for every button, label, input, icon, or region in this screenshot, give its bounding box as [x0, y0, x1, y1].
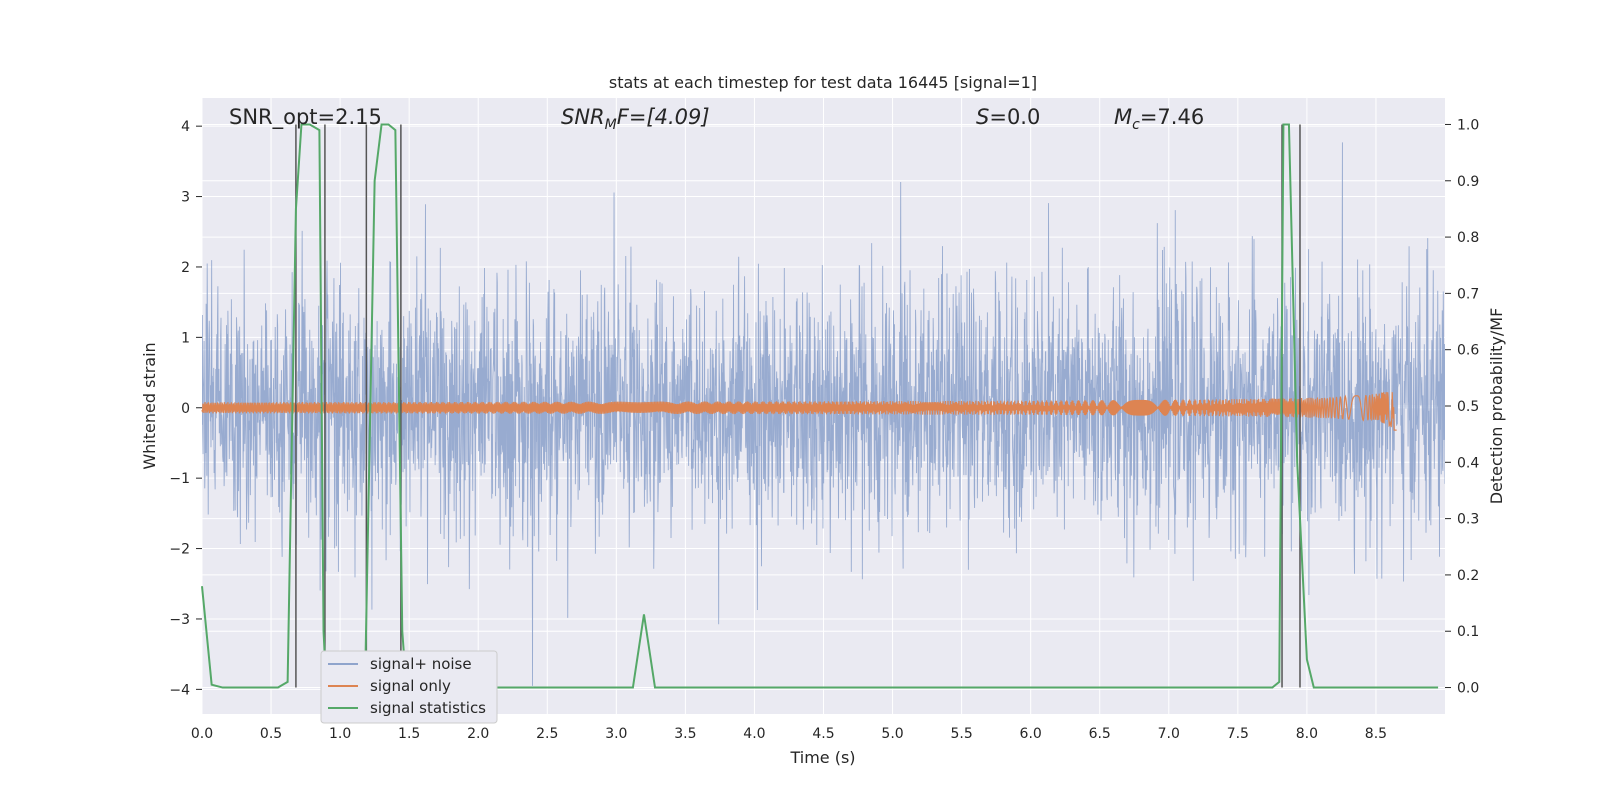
y2-axis-label: Detection probability/MF [1487, 308, 1506, 505]
y2-tick-label: 0.1 [1457, 624, 1479, 640]
annotation-mc-sub: c [1132, 117, 1140, 133]
annotation-mc-rest: =7.46 [1140, 105, 1204, 129]
y2-tick-label: 0.3 [1457, 512, 1479, 528]
y2-tick-label: 1.0 [1457, 117, 1479, 133]
x-tick-label: 5.5 [950, 726, 972, 742]
y-tick-label: −3 [169, 612, 190, 628]
signal-statistics-line [201, 123, 1439, 689]
x-tick-label: 1.0 [329, 726, 351, 742]
x-tick-label: 4.0 [743, 726, 765, 742]
annotation-mc-main: M [1114, 105, 1132, 129]
x-tick-label: 2.0 [467, 726, 489, 742]
x-tick-label: 8.5 [1365, 726, 1387, 742]
y-tick-label: 3 [181, 190, 190, 206]
chart-title: stats at each timestep for test data 164… [609, 73, 1037, 92]
y2-tick-label: 0.2 [1457, 568, 1479, 584]
legend-label-signal-only: signal only [370, 677, 451, 695]
y2-tick-label: 0.0 [1457, 681, 1479, 697]
y2-tick-label: 0.7 [1457, 286, 1479, 302]
legend-box [320, 650, 498, 724]
y2-tick-label: 0.6 [1457, 343, 1479, 359]
x-tick-label: 0.5 [260, 726, 282, 742]
annotation-snr-opt: SNR_opt=2.15 [229, 105, 382, 130]
y2-tick-label: 0.5 [1457, 399, 1479, 415]
signal-noise-series [202, 142, 1445, 686]
x-tick-label: 4.5 [812, 726, 834, 742]
x-tick-label: 6.5 [1089, 726, 1111, 742]
annotation-s-main: S [976, 105, 989, 129]
signal-statistics-series [201, 123, 1439, 689]
annotation-snr-mf-sub: M [605, 117, 617, 133]
x-tick-label: 5.0 [881, 726, 903, 742]
annotation-s-rest: =0.0 [989, 105, 1040, 129]
y2-tick-label: 0.4 [1457, 455, 1479, 471]
annotation-snr-mf: SNRMF=[4.09] [561, 105, 710, 133]
x-tick-label: 7.5 [1227, 726, 1249, 742]
x-tick-label: 6.0 [1020, 726, 1042, 742]
x-tick-label: 2.5 [536, 726, 558, 742]
legend-label-signal-statistics: signal statistics [370, 699, 486, 717]
legend-label-signal-noise: signal+ noise [370, 655, 472, 673]
x-tick-label: 7.0 [1158, 726, 1180, 742]
y-ticks: 4 3 2 1 0 −1 −2 −3 −4 [169, 119, 202, 698]
x-tick-label: 8.0 [1296, 726, 1318, 742]
y-tick-label: −2 [169, 542, 190, 558]
y-axis-label: Whitened strain [140, 342, 159, 469]
y2-tick-label: 0.8 [1457, 230, 1479, 246]
y-tick-label: 2 [181, 260, 190, 276]
y2-tick-label: 0.9 [1457, 174, 1479, 190]
annotation-snr-mf-main: SNR [561, 105, 605, 129]
x-tick-label: 0.0 [191, 726, 213, 742]
annotation-s: S=0.0 [976, 105, 1040, 129]
y2-ticks: 1.0 0.9 0.8 0.7 0.6 0.5 0.4 0.3 0.2 0.1 0.0 [1445, 117, 1479, 697]
x-tick-label: 3.0 [605, 726, 627, 742]
annotation-mc: Mc=7.46 [1114, 105, 1204, 133]
x-ticks: 0.0 0.5 1.0 1.5 2.0 2.5 3.0 3.5 4.0 4.5 5.0 5.5 6.0 6… [191, 726, 1387, 742]
y-tick-label: −4 [169, 682, 190, 698]
signal-noise-line [202, 142, 1445, 686]
y-tick-label: −1 [169, 471, 190, 487]
annotation-snr-mf-rest: F=[4.09] [617, 105, 710, 129]
legend: signal+ noise signal only signal statist… [320, 650, 498, 724]
x-tick-label: 1.5 [398, 726, 420, 742]
y-tick-label: 1 [181, 330, 190, 346]
x-axis-label: Time (s) [789, 748, 855, 767]
x-tick-label: 3.5 [674, 726, 696, 742]
y-tick-label: 4 [181, 119, 190, 135]
y-tick-label: 0 [181, 401, 190, 417]
